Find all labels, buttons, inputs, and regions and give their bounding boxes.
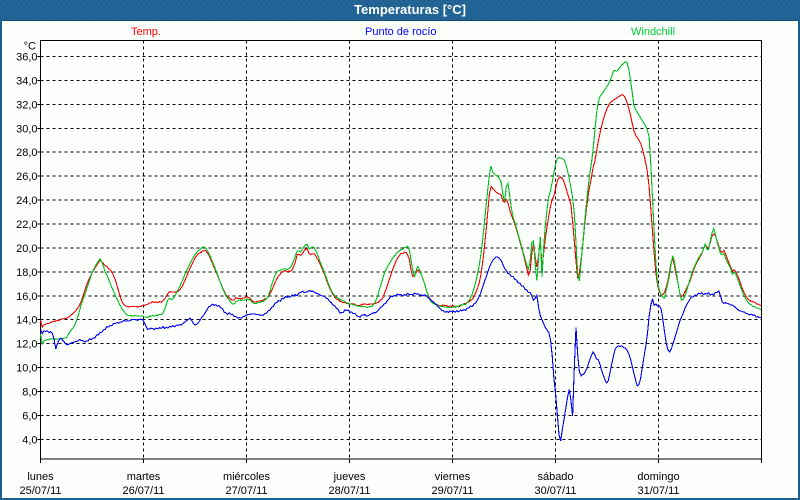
svg-text:18,0: 18,0 [16, 267, 37, 279]
svg-text:4,0: 4,0 [22, 434, 37, 446]
svg-text:martes: martes [127, 471, 161, 483]
svg-text:14,0: 14,0 [16, 315, 37, 327]
svg-text:lunes: lunes [27, 471, 54, 483]
svg-text:28,0: 28,0 [16, 147, 37, 159]
svg-text:26/07/11: 26/07/11 [122, 485, 164, 497]
svg-text:29/07/11: 29/07/11 [431, 485, 473, 497]
svg-text:16,0: 16,0 [16, 291, 37, 303]
svg-text:28/07/11: 28/07/11 [328, 485, 370, 497]
svg-text:25/07/11: 25/07/11 [19, 485, 61, 497]
svg-text:26,0: 26,0 [16, 171, 37, 183]
svg-text:32,0: 32,0 [16, 99, 37, 111]
svg-text:jueves: jueves [333, 471, 366, 483]
svg-text:sábado: sábado [537, 471, 573, 483]
svg-text:12,0: 12,0 [16, 339, 37, 351]
svg-text:30,0: 30,0 [16, 123, 37, 135]
svg-text:36,0: 36,0 [16, 52, 37, 64]
svg-text:22,0: 22,0 [16, 219, 37, 231]
svg-text:30/07/11: 30/07/11 [534, 485, 576, 497]
svg-text:31/07/11: 31/07/11 [637, 485, 679, 497]
svg-text:10,0: 10,0 [16, 363, 37, 375]
svg-text:viernes: viernes [435, 471, 471, 483]
svg-text:miércoles: miércoles [223, 471, 271, 483]
svg-text:6,0: 6,0 [22, 411, 37, 423]
svg-text:24,0: 24,0 [16, 195, 37, 207]
svg-text:34,0: 34,0 [16, 75, 37, 87]
svg-text:domingo: domingo [637, 471, 679, 483]
svg-text:8,0: 8,0 [22, 387, 37, 399]
svg-text:27/07/11: 27/07/11 [225, 485, 267, 497]
svg-text:20,0: 20,0 [16, 243, 37, 255]
svg-text:°C: °C [24, 41, 36, 53]
